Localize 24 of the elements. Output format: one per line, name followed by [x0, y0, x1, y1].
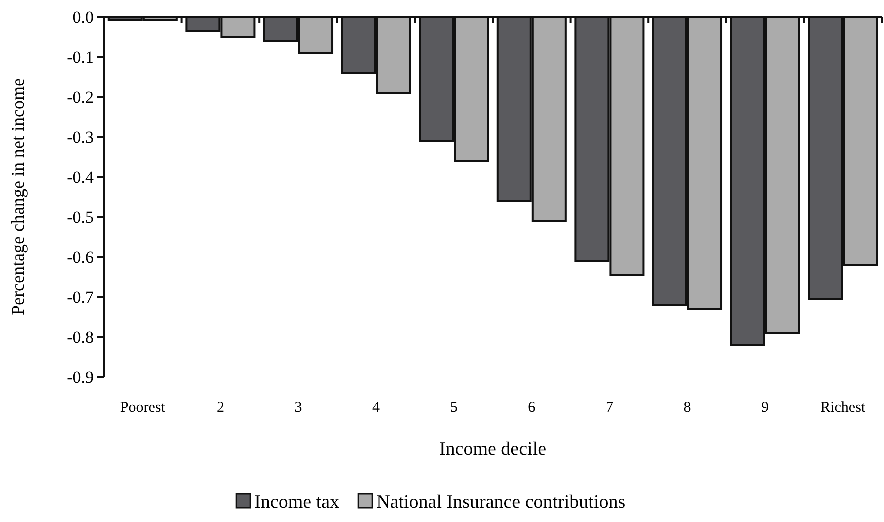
x-tick-label: 6	[528, 400, 536, 416]
y-tick-label: -0.8	[67, 328, 94, 347]
y-tick-label: -0.6	[67, 248, 94, 267]
x-tick-label: 8	[684, 400, 692, 416]
x-tick-label: 5	[450, 400, 458, 416]
x-tick-label: 4	[372, 400, 381, 416]
x-tick-label: 3	[294, 400, 302, 416]
x-tick-label: Richest	[820, 400, 866, 416]
y-tick-label: -0.5	[67, 208, 94, 227]
legend-label: National Insurance contributions	[376, 492, 626, 513]
y-tick-label: -0.4	[67, 168, 94, 187]
x-axis-title: Income decile	[439, 439, 547, 460]
x-tick-label: 9	[762, 400, 770, 416]
y-tick-label: -0.2	[67, 88, 94, 107]
y-tick-label: -0.3	[67, 128, 94, 147]
legend-label: Income tax	[254, 492, 340, 513]
y-tick-label: -0.9	[67, 368, 94, 387]
y-tick-label: 0.0	[72, 8, 94, 27]
x-tick-label: 7	[606, 400, 614, 416]
y-axis-title: Percentage change in net income	[8, 78, 28, 316]
y-tick-label: -0.7	[67, 288, 94, 307]
y-tick-label: -0.1	[67, 48, 94, 67]
x-tick-label: Poorest	[120, 400, 166, 416]
x-tick-label: 2	[216, 400, 224, 416]
